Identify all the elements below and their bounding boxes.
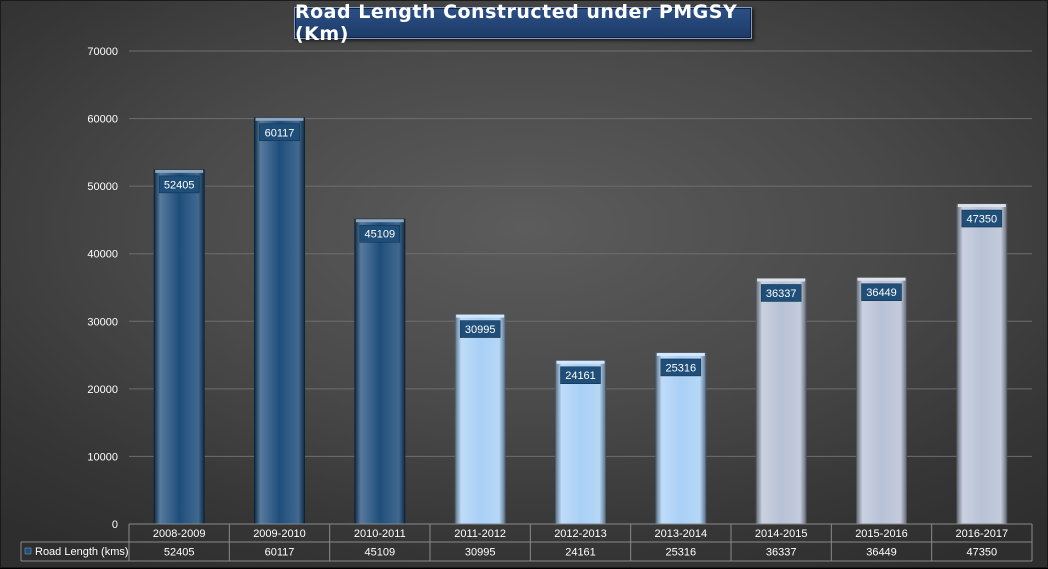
data-label: 52405 bbox=[164, 179, 195, 191]
table-value: 36449 bbox=[866, 547, 897, 559]
category-label: 2016-2017 bbox=[956, 528, 1009, 540]
bar bbox=[555, 360, 606, 525]
data-label-box bbox=[760, 284, 802, 302]
bar bbox=[655, 352, 707, 525]
bar-highlight bbox=[957, 204, 1006, 208]
y-tick-label: 50000 bbox=[87, 181, 118, 193]
bar bbox=[254, 117, 305, 525]
bar-highlight bbox=[757, 278, 806, 282]
data-label: 60117 bbox=[265, 127, 295, 139]
table-value: 52405 bbox=[164, 547, 195, 559]
data-label: 36449 bbox=[866, 287, 897, 299]
bar-highlight bbox=[255, 117, 304, 121]
y-tick-label: 60000 bbox=[87, 114, 118, 126]
category-label: 2010-2011 bbox=[354, 528, 406, 540]
bar-highlight bbox=[456, 314, 505, 318]
bar bbox=[755, 277, 807, 525]
legend-key bbox=[24, 547, 32, 555]
data-label: 30995 bbox=[465, 324, 496, 336]
y-tick-label: 40000 bbox=[87, 249, 118, 261]
table-value: 25316 bbox=[666, 547, 697, 559]
data-label: 45109 bbox=[365, 229, 396, 241]
table-value: 30995 bbox=[465, 547, 496, 559]
data-label-box bbox=[560, 366, 601, 384]
data-label-box bbox=[961, 209, 1003, 228]
category-label: 2013-2014 bbox=[655, 528, 708, 540]
y-tick-label: 10000 bbox=[87, 451, 118, 463]
data-label: 24161 bbox=[565, 370, 596, 382]
data-label: 36337 bbox=[766, 288, 797, 300]
category-label: 2014-2015 bbox=[755, 528, 808, 540]
bar bbox=[153, 169, 205, 525]
bar bbox=[354, 218, 406, 525]
bar-highlight bbox=[857, 277, 906, 281]
bar-highlight bbox=[556, 360, 605, 364]
y-tick-label: 0 bbox=[112, 519, 118, 531]
chart-title: Road Length Constructed under PMGSY (Km) bbox=[294, 1, 752, 45]
data-label-box bbox=[660, 358, 702, 377]
table-value: 47350 bbox=[967, 547, 998, 559]
data-label-box bbox=[459, 320, 501, 338]
data-label-box bbox=[158, 175, 200, 194]
category-label: 2009-2010 bbox=[253, 528, 306, 540]
table-value: 36337 bbox=[766, 547, 797, 559]
table-value: 45109 bbox=[365, 547, 396, 559]
data-label: 47350 bbox=[967, 214, 998, 226]
y-tick-label: 30000 bbox=[87, 316, 118, 328]
series-name: Road Length (kms) bbox=[35, 546, 129, 558]
table-value: 24161 bbox=[565, 547, 596, 559]
category-label: 2008-2009 bbox=[153, 528, 206, 540]
data-label-box bbox=[861, 283, 902, 301]
bar-highlight bbox=[656, 352, 705, 356]
bar bbox=[956, 203, 1008, 525]
bar-highlight bbox=[155, 169, 204, 173]
y-tick-label: 70000 bbox=[87, 46, 118, 58]
y-tick-label: 20000 bbox=[87, 384, 118, 396]
category-label: 2011-2012 bbox=[454, 528, 506, 540]
data-label: 25316 bbox=[666, 362, 697, 374]
table-value: 60117 bbox=[265, 547, 295, 559]
bar bbox=[454, 314, 506, 525]
data-label-box bbox=[359, 224, 401, 243]
category-label: 2012-2013 bbox=[554, 528, 607, 540]
category-label: 2015-2016 bbox=[855, 528, 908, 540]
data-label-box bbox=[259, 123, 300, 142]
bar bbox=[856, 277, 907, 525]
bar-highlight bbox=[355, 219, 404, 223]
